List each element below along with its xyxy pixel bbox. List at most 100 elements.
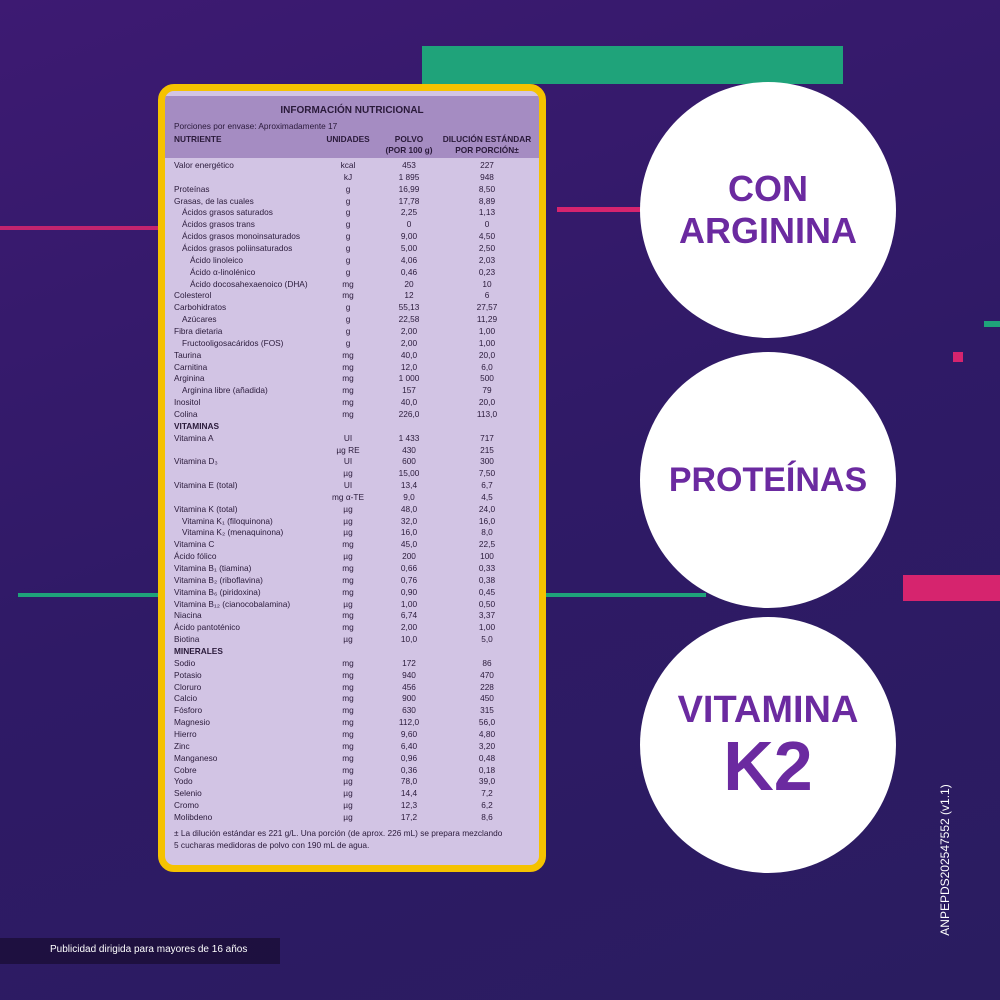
unit: mg xyxy=(342,361,354,372)
unit: g xyxy=(345,325,351,336)
value-powder: 0,66 xyxy=(400,563,418,574)
value-dilution: 8,6 xyxy=(481,812,493,822)
unit: mg xyxy=(342,705,354,716)
value-dilution: 8,89 xyxy=(478,195,496,206)
value-dilution: 8,50 xyxy=(478,183,496,194)
unit: µg xyxy=(343,503,353,514)
nutrient-name: Ácidos grasos poliinsaturados xyxy=(182,242,293,253)
unit: mg xyxy=(342,717,354,728)
value-dilution: 0,38 xyxy=(478,574,496,585)
value-dilution: 8,0 xyxy=(481,527,493,538)
unit: g xyxy=(345,242,351,253)
nutrient-name: Colesterol xyxy=(174,290,212,301)
nutrient-name: Ácido α-linolénico xyxy=(190,266,256,277)
value-powder: 1 433 xyxy=(398,432,420,443)
badge-text: ARGININA xyxy=(679,210,857,251)
unit: µg xyxy=(343,551,353,562)
value-powder: 0,46 xyxy=(400,266,418,277)
value-dilution: 16,0 xyxy=(478,515,496,526)
nutrient-name: Vitamina D₃ xyxy=(174,456,218,467)
unit: mg xyxy=(342,349,354,360)
value-powder: 6,74 xyxy=(400,610,418,621)
value-powder: 48,0 xyxy=(400,503,418,514)
nutrient-name: Ácido linoleico xyxy=(190,254,244,265)
value-powder: 9,00 xyxy=(400,231,418,242)
value-powder: 14,4 xyxy=(400,788,418,799)
value-powder: 0,96 xyxy=(400,752,418,763)
nutrient-name: Hierro xyxy=(174,729,197,740)
nutrient-name: Fibra dietaria xyxy=(174,325,223,336)
unit: mg xyxy=(342,408,354,419)
unit: mg xyxy=(342,290,354,301)
value-powder: 40,0 xyxy=(400,349,418,360)
nutrient-name: Molibdeno xyxy=(174,812,213,822)
value-dilution: 6,2 xyxy=(481,800,493,811)
unit: g xyxy=(345,195,351,206)
value-dilution: 7,50 xyxy=(478,468,496,479)
value-dilution: 450 xyxy=(480,693,494,704)
value-powder: 17,2 xyxy=(400,812,418,822)
value-powder: 0,90 xyxy=(400,586,418,597)
nutrient-name: Vitamina A xyxy=(174,432,214,443)
value-dilution: 113,0 xyxy=(476,408,498,419)
value-dilution: 0,45 xyxy=(478,586,496,597)
value-powder: 0,36 xyxy=(400,764,418,775)
value-dilution: 0,18 xyxy=(478,764,496,775)
value-dilution: 1,00 xyxy=(478,622,496,633)
unit: mg xyxy=(342,669,354,680)
value-dilution: 11,29 xyxy=(476,314,498,325)
pink-block xyxy=(903,575,1000,601)
unit: mg xyxy=(342,586,354,597)
nutrient-name: Ácidos grasos monoinsaturados xyxy=(182,231,301,242)
col-header: POLVO xyxy=(394,134,424,144)
unit: mg xyxy=(342,397,354,408)
value-dilution: 27,57 xyxy=(476,302,498,313)
value-dilution: 56,0 xyxy=(478,717,496,728)
footnote: 5 cucharas medidoras de polvo con 190 mL… xyxy=(174,840,370,850)
unit: mg xyxy=(342,610,354,621)
nutrient-name: Taurina xyxy=(174,349,202,360)
value-powder: 940 xyxy=(402,669,416,680)
value-powder: 1 895 xyxy=(398,171,420,182)
unit: mg xyxy=(342,622,354,633)
value-powder: 112,0 xyxy=(398,717,420,728)
unit: g xyxy=(345,207,351,218)
value-powder: 157 xyxy=(402,385,416,396)
value-dilution: 20,0 xyxy=(478,397,496,408)
nutrient-name: Ácidos grasos saturados xyxy=(182,207,273,218)
unit: kcal xyxy=(340,160,356,170)
unit: µg xyxy=(343,812,353,822)
nutrient-name: Vitamina K₁ (filoquinona) xyxy=(182,515,273,526)
value-powder: 16,0 xyxy=(400,527,418,538)
value-powder: 78,0 xyxy=(400,776,418,787)
value-powder: 40,0 xyxy=(400,397,418,408)
value-dilution: 4,50 xyxy=(478,231,496,242)
nutrient-name: Vitamina B₂ (riboflavina) xyxy=(174,574,263,585)
nutrient-name: Valor energético xyxy=(174,160,234,170)
value-powder: 453 xyxy=(402,160,416,170)
nutrient-name: Magnesio xyxy=(174,717,210,728)
value-dilution: 24,0 xyxy=(478,503,496,514)
value-dilution: 0,48 xyxy=(478,752,496,763)
value-dilution: 717 xyxy=(480,432,494,443)
col-header: POR PORCIÓN± xyxy=(455,145,519,155)
value-dilution: 2,50 xyxy=(478,242,496,253)
value-powder: 2,00 xyxy=(400,337,418,348)
value-dilution: 1,13 xyxy=(478,207,496,218)
nutrient-name: Selenio xyxy=(174,788,202,799)
nutrient-name: Sodio xyxy=(174,657,196,668)
nutrient-name: Cloruro xyxy=(174,681,202,692)
section-header: VITAMINAS xyxy=(174,420,220,431)
unit: mg α-TE xyxy=(332,491,364,502)
nutrient-name: Vitamina B₁ (tiamina) xyxy=(174,563,252,574)
nutrient-name: Vitamina K (total) xyxy=(174,503,238,514)
nutrient-name: Vitamina K₂ (menaquinona) xyxy=(182,527,284,538)
nutrient-name: Manganeso xyxy=(174,752,218,763)
nutrient-name: Cobre xyxy=(174,764,197,775)
value-powder: 430 xyxy=(402,444,416,455)
value-powder: 20 xyxy=(404,278,414,289)
value-powder: 6,40 xyxy=(400,740,418,751)
nutrient-name: Ácido fólico xyxy=(174,551,217,562)
disclaimer-box xyxy=(0,938,280,964)
